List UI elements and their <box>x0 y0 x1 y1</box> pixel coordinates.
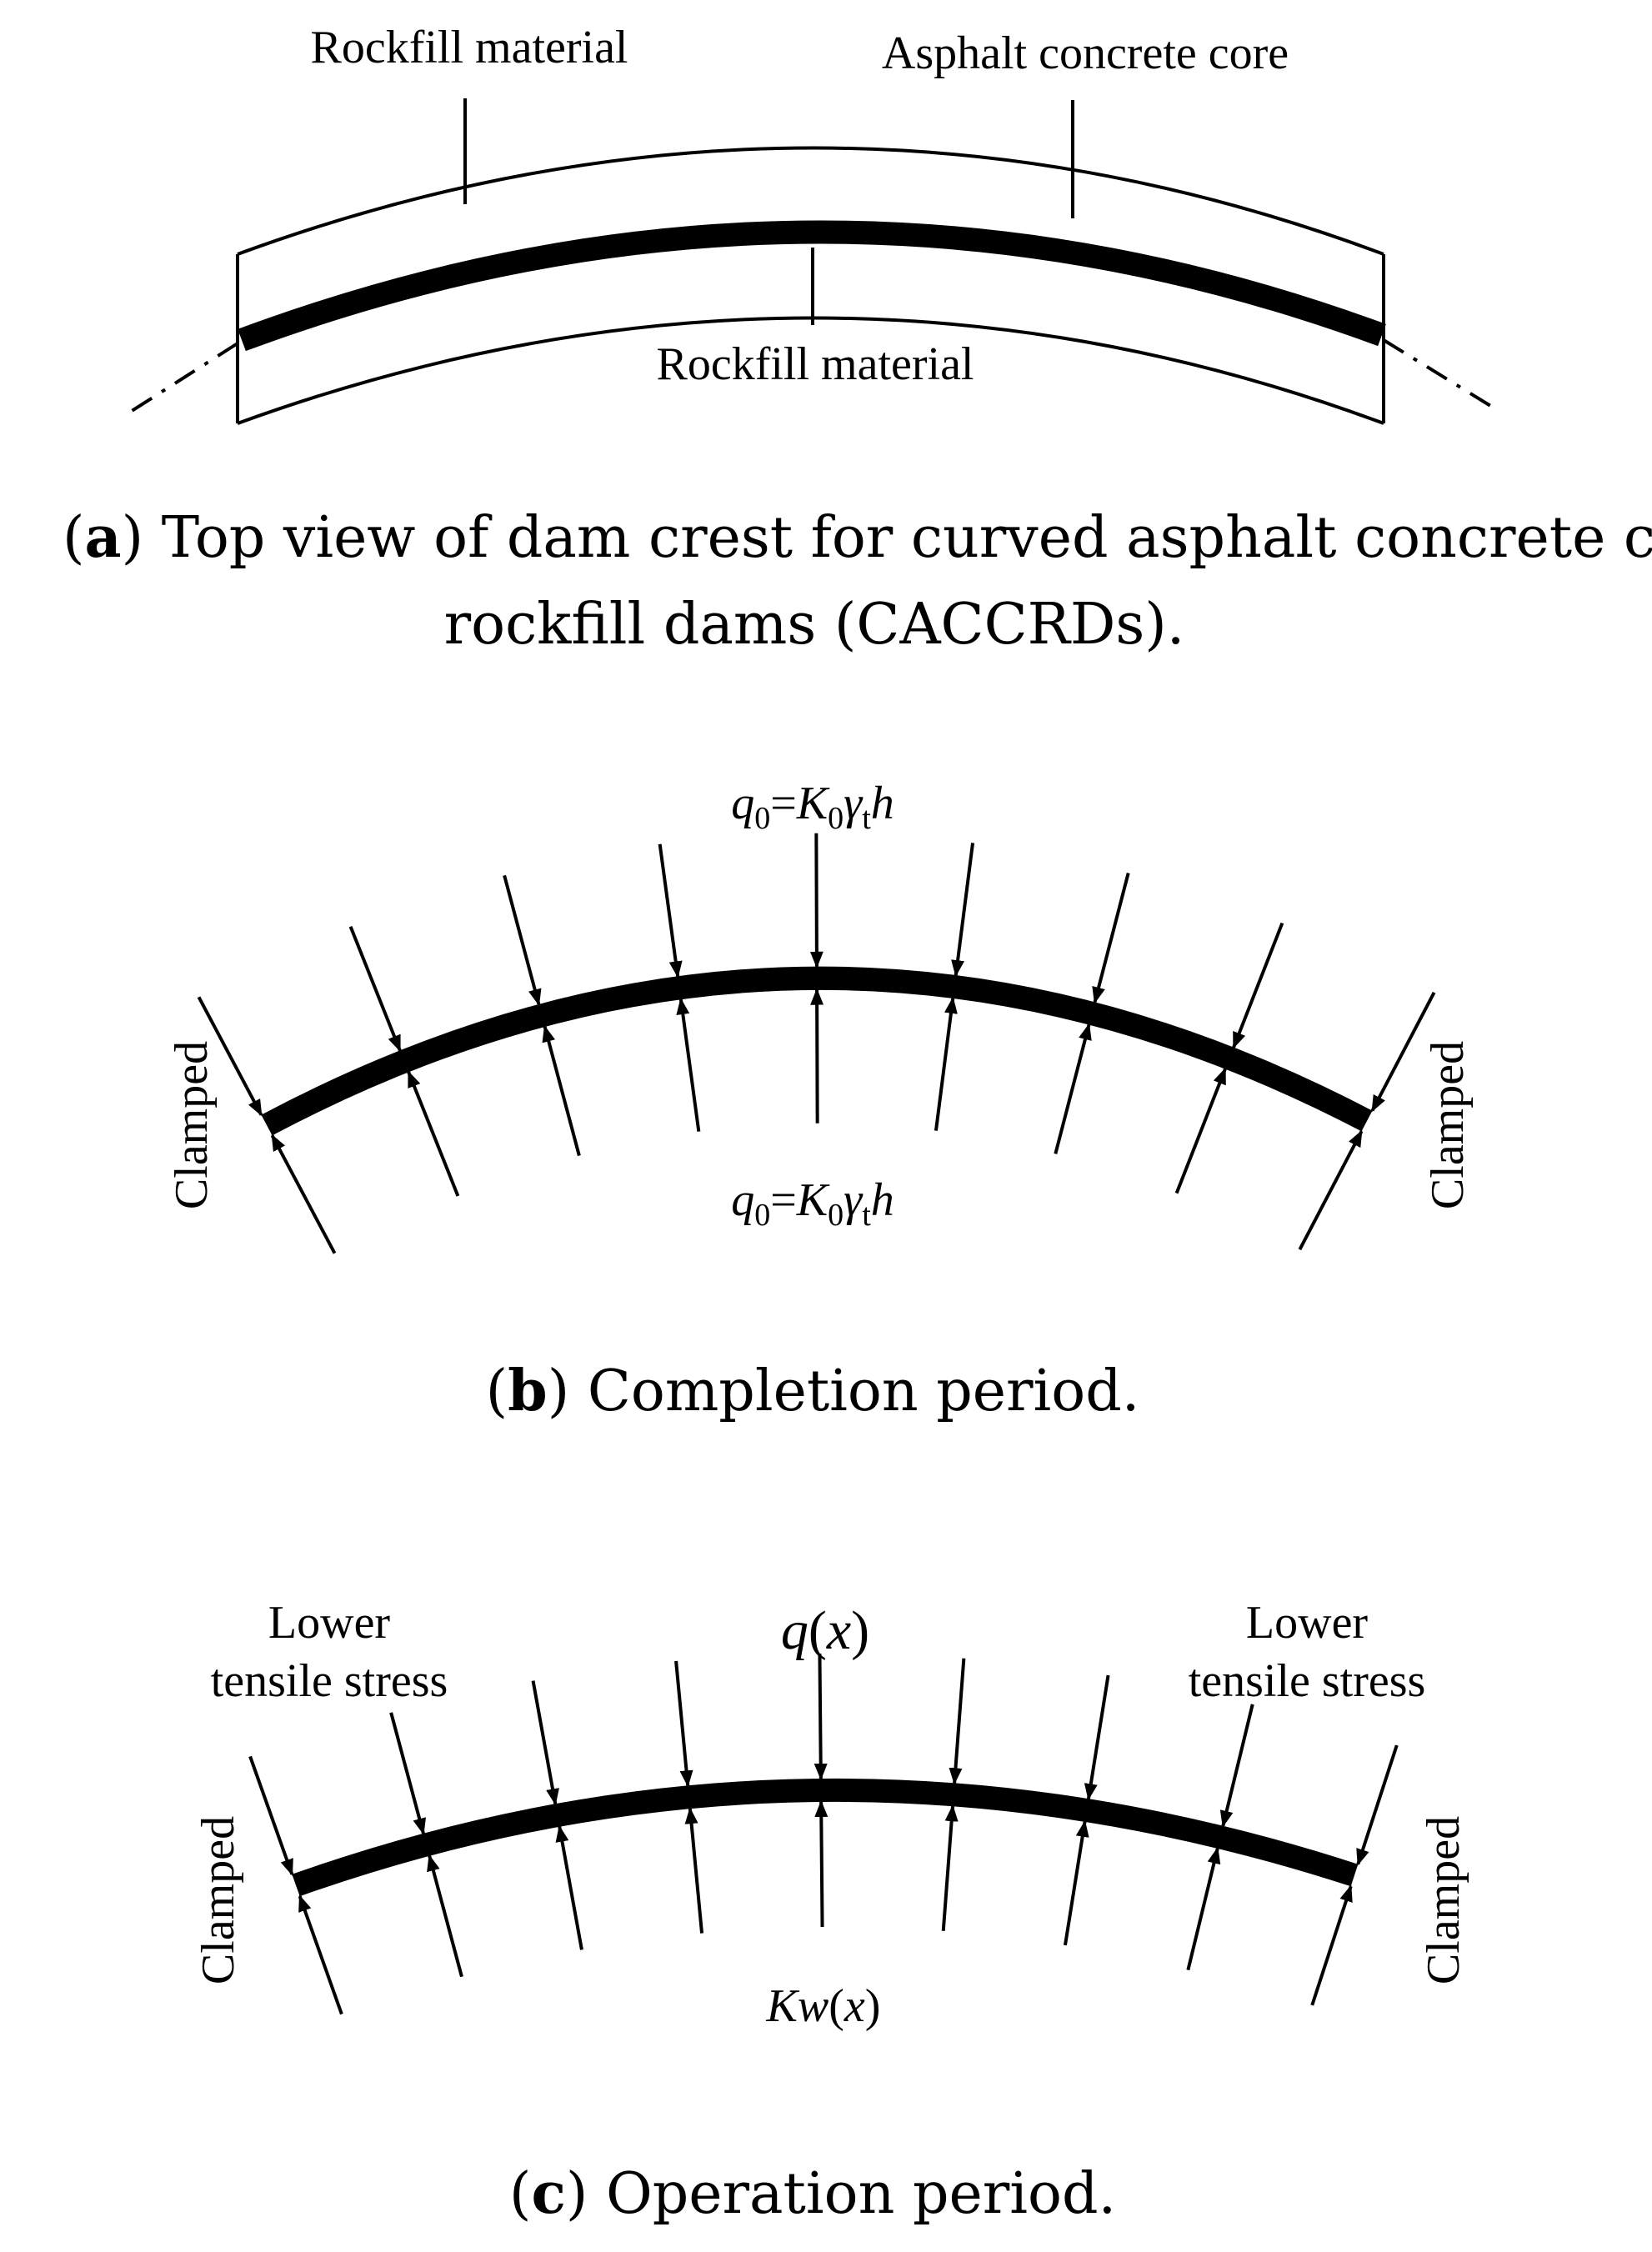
rockfill-outer-edge <box>237 146 1384 256</box>
panel-c-reaction-arrow-bottom <box>555 1824 583 1950</box>
panel-c-load-arrow-top <box>674 1660 693 1788</box>
note-right-line1: Lower <box>1246 1597 1369 1649</box>
label-rockfill-top: Rockfill material <box>311 22 628 73</box>
panel-c-reaction-arrow-bottom <box>814 1799 829 1928</box>
panel-b-load-arrow-top <box>348 925 402 1053</box>
axis-dashdot-left <box>128 342 239 414</box>
note-right-line2: tensile stress <box>1189 1655 1426 1707</box>
label-asphalt-core: Asphalt concrete core <box>882 28 1289 79</box>
panel-b-reaction-arrow-bottom <box>407 1070 460 1197</box>
panel-a: Rockfill material Asphalt concrete core … <box>63 22 1652 658</box>
note-left-line1: Lower <box>268 1597 391 1649</box>
panel-c-reaction-arrow-bottom <box>684 1807 704 1934</box>
panel-b-reaction-arrow-bottom <box>1054 1023 1092 1154</box>
panel-c-load-arrow-top <box>248 1755 294 1876</box>
panel-c-reaction-arrow-bottom <box>1186 1846 1221 1971</box>
panel-b-reaction-arrow-bottom <box>810 988 824 1123</box>
load-arrows-b <box>197 833 1436 1254</box>
support-right-c: Clamped <box>1418 1816 1469 1984</box>
load-label-bottom-c: Kw(x) <box>766 1980 881 2032</box>
panel-b-load-arrow-top <box>809 833 823 968</box>
panel-b-load-arrow-top <box>658 843 683 978</box>
load-arrows-c <box>248 1653 1399 2015</box>
panel-c-load-arrow-top <box>389 1712 427 1835</box>
panel-c-load-arrow-top <box>1356 1744 1399 1866</box>
core-beam-b <box>261 966 1373 1136</box>
panel-b-reaction-arrow-bottom <box>1298 1129 1364 1251</box>
panel-c-load-arrow-top <box>531 1680 559 1806</box>
support-right-b: Clamped <box>1422 1041 1474 1209</box>
note-left-line2: tensile stress <box>211 1655 448 1707</box>
panel-c-load-arrow-top <box>1219 1704 1254 1828</box>
core-beam-c <box>292 1778 1359 1897</box>
panel-b-load-arrow-top <box>1232 922 1284 1049</box>
caption-c: (c) Operation period. <box>509 2160 1116 2227</box>
caption-a-line1: (a) Top view of dam crest for curved asp… <box>63 504 1652 571</box>
panel-b-load-arrow-top <box>951 843 975 978</box>
panel-b-load-arrow-top <box>197 996 263 1117</box>
panel-c-reaction-arrow-bottom <box>427 1854 463 1978</box>
panel-b-reaction-arrow-bottom <box>676 998 701 1132</box>
load-label-bottom-b: q0=K0γth <box>731 1174 894 1233</box>
caption-b: (b) Completion period. <box>486 1358 1140 1424</box>
panel-b-reaction-arrow-bottom <box>270 1134 337 1254</box>
panel-b-reaction-arrow-bottom <box>542 1025 581 1157</box>
caption-a-line2: rockfill dams (CACCRDs). <box>444 592 1185 658</box>
panel-c-reaction-arrow-bottom <box>1310 1884 1353 2006</box>
asphalt-core <box>238 220 1386 352</box>
panel-c-reaction-arrow-bottom <box>298 1894 343 2015</box>
panel-b-load-arrow-top <box>1092 873 1130 1004</box>
panel-b-load-arrow-top <box>1370 991 1436 1113</box>
label-rockfill-bottom: Rockfill material <box>657 338 974 390</box>
load-label-top-b: q0=K0γth <box>731 778 894 836</box>
panel-b-load-arrow-top <box>503 874 542 1006</box>
panel-c-load-arrow-top <box>949 1658 966 1785</box>
panel-b-reaction-arrow-bottom <box>1174 1067 1227 1194</box>
panel-c-reaction-arrow-bottom <box>941 1804 959 1931</box>
panel-c-load-arrow-top <box>1084 1674 1110 1801</box>
support-left-c: Clamped <box>193 1816 244 1984</box>
support-left-b: Clamped <box>166 1041 218 1209</box>
panel-b: q0=K0γth q0=K0γth Clamped Clamped (b) Co… <box>166 778 1474 1424</box>
panel-c: Lower tensile stress Lower tensile stres… <box>193 1597 1469 2227</box>
load-label-top-c: q(x) <box>781 1600 869 1661</box>
panel-b-reaction-arrow-bottom <box>934 996 958 1131</box>
panel-c-reaction-arrow-bottom <box>1063 1819 1089 1946</box>
axis-dashdot-right <box>1382 338 1494 408</box>
panel-c-load-arrow-top <box>813 1653 828 1781</box>
